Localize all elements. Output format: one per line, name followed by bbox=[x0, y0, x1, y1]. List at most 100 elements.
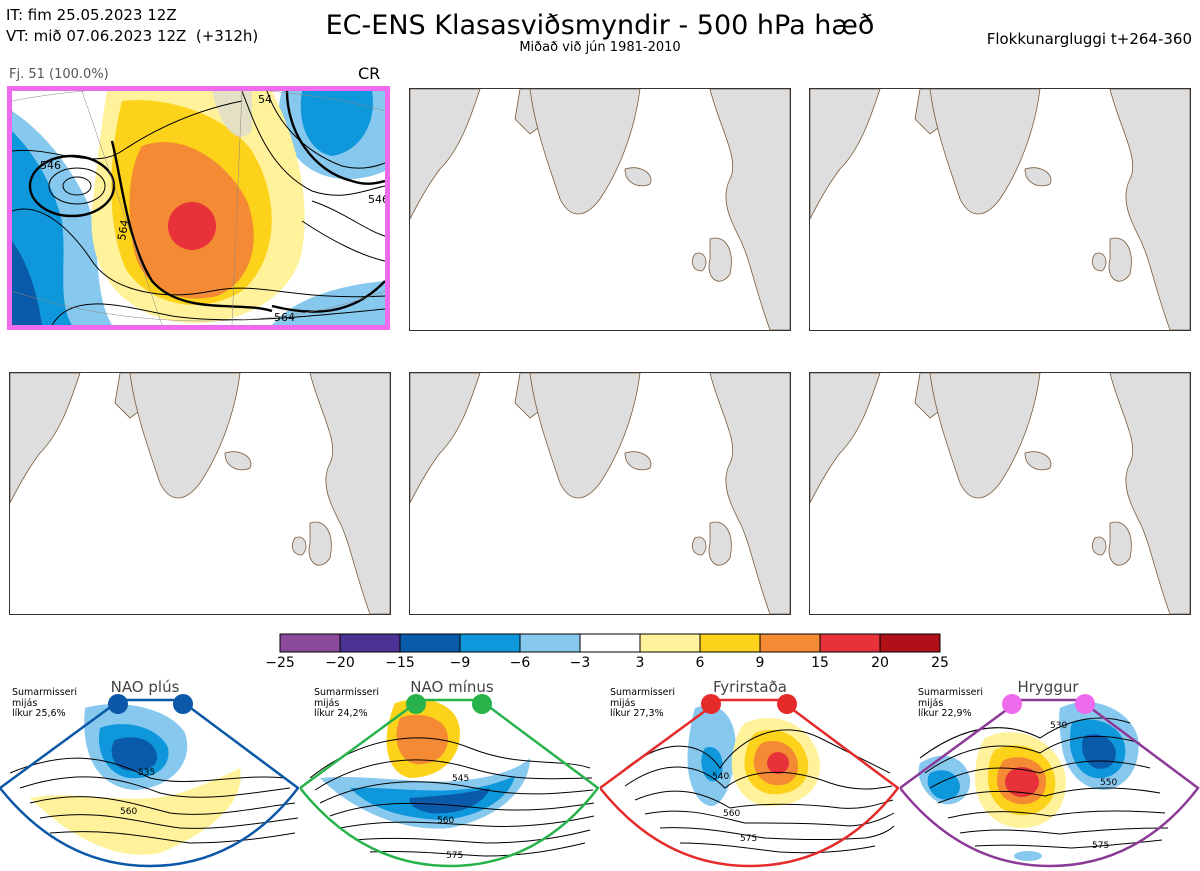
colorbar-tick-label: −9 bbox=[449, 655, 471, 671]
colorbar-cell bbox=[879, 633, 941, 653]
colorbar-cell bbox=[399, 633, 461, 653]
contour-label-1: 546 bbox=[40, 159, 61, 172]
land-greenland bbox=[929, 89, 1041, 215]
regime-dot-1 bbox=[1002, 694, 1022, 714]
anomaly-neg-west-deep bbox=[12, 241, 42, 325]
regime-anomaly-pos-core bbox=[396, 714, 448, 765]
header-times: IT: fim 25.05.2023 12Z VT: mið 07.06.2023… bbox=[6, 5, 258, 47]
regime-anomaly-pos-core bbox=[1005, 767, 1039, 797]
colorbar-tick-label: 25 bbox=[931, 655, 949, 671]
colorbar-tick-label: −15 bbox=[385, 655, 415, 671]
regime-type: mijás bbox=[610, 697, 636, 709]
colorbar-tick-label: −3 bbox=[569, 655, 591, 671]
land-ireland bbox=[691, 252, 707, 272]
land-greenland bbox=[212, 91, 252, 137]
land-ireland bbox=[1091, 252, 1107, 272]
colorbar-tick-label: −25 bbox=[265, 655, 295, 671]
regime-blocking[interactable]: 540 560 575 Fyrirstaða Sumarmisseri mijás… bbox=[600, 678, 900, 871]
colorbar-cell bbox=[639, 633, 701, 653]
land-scandinavia bbox=[1109, 373, 1190, 614]
land-iceland bbox=[224, 451, 252, 471]
land-britain bbox=[708, 521, 732, 566]
colorbar-tick-label: 15 bbox=[811, 655, 829, 671]
land-britain bbox=[1108, 521, 1132, 566]
land-britain bbox=[308, 521, 332, 566]
cluster-map-5-svg bbox=[410, 373, 790, 614]
regime-nao-plus-svg: 535 560 bbox=[0, 694, 300, 868]
regime-anomaly-neg-east-core bbox=[1082, 734, 1116, 769]
regime-frame bbox=[0, 698, 300, 868]
cluster-map-2[interactable] bbox=[409, 88, 791, 331]
land-greenland bbox=[529, 373, 641, 499]
regime-meta: Sumarmisseri mijás líkur 24,2% bbox=[314, 687, 379, 720]
land-canada bbox=[410, 89, 481, 220]
land-scandinavia bbox=[709, 89, 790, 330]
regime-contour-label-3: 575 bbox=[446, 851, 463, 861]
regime-dot-1 bbox=[108, 694, 128, 714]
cluster-map-2-svg bbox=[410, 89, 790, 330]
regime-nao-minus-svg: 545 560 575 bbox=[300, 694, 600, 868]
cluster-map-1[interactable]: 546 564 564 546 54 bbox=[7, 86, 390, 330]
regime-prob: líkur 27,3% bbox=[610, 708, 664, 719]
regime-blocking-svg: 540 560 575 bbox=[600, 694, 900, 868]
cluster-map-6-svg bbox=[810, 373, 1190, 614]
classification-window: Flokkunargluggi t+264-360 bbox=[986, 30, 1192, 48]
regime-type: mijás bbox=[12, 697, 38, 709]
contour-label-5: 54 bbox=[258, 93, 272, 106]
colorbar-tick-label: 20 bbox=[871, 655, 889, 671]
regime-frame bbox=[900, 698, 1200, 868]
regime-nao-minus[interactable]: 545 560 575 NAO mínus Sumarmisseri mijás l… bbox=[300, 678, 600, 871]
colorbar-tick-label: 6 bbox=[695, 655, 705, 671]
regime-dot-1 bbox=[701, 694, 721, 714]
colorbar-svg bbox=[279, 633, 941, 653]
land-canada bbox=[810, 89, 881, 220]
cluster-map-4[interactable] bbox=[9, 372, 391, 615]
land-greenland bbox=[929, 373, 1041, 499]
regime-contour-label-1: 530 bbox=[1050, 721, 1067, 731]
regime-contour-label-2: 550 bbox=[1100, 778, 1117, 788]
regime-type: mijás bbox=[918, 697, 944, 709]
regime-contour-label-1: 535 bbox=[138, 768, 155, 778]
colorbar-cell bbox=[459, 633, 521, 653]
cluster-map-6[interactable] bbox=[809, 372, 1191, 615]
colorbar-cell bbox=[819, 633, 881, 653]
cluster-map-3-svg bbox=[810, 89, 1190, 330]
land-scandinavia bbox=[709, 373, 790, 614]
regime-season: Sumarmisseri bbox=[918, 687, 984, 698]
cluster-map-3[interactable] bbox=[809, 88, 1191, 331]
land-iceland bbox=[1024, 167, 1052, 187]
colorbar bbox=[279, 633, 943, 657]
land-ireland bbox=[691, 536, 707, 556]
colorbar-cell bbox=[759, 633, 821, 653]
land-britain bbox=[708, 237, 732, 282]
regime-contour-label-3: 575 bbox=[1092, 841, 1109, 851]
valid-time: VT: mið 07.06.2023 12Z (+312h) bbox=[6, 27, 259, 45]
regime-contour-label-1: 540 bbox=[712, 772, 729, 782]
regime-dot-1 bbox=[406, 694, 426, 714]
land-scandinavia bbox=[309, 373, 390, 614]
page-title: EC-ENS Klasasviðsmyndir - 500 hPa hæð bbox=[325, 10, 875, 41]
land-greenland bbox=[529, 89, 641, 215]
regime-ridge[interactable]: 530 550 575 Hryggur Sumarmisseri mijás lík… bbox=[900, 678, 1200, 871]
land-scandinavia bbox=[1109, 89, 1190, 330]
regime-title: NAO mínus bbox=[410, 678, 494, 696]
land-canada bbox=[410, 373, 481, 504]
regime-anomaly-pos bbox=[30, 768, 241, 855]
land-britain bbox=[1108, 237, 1132, 282]
regime-anomaly-neg-core bbox=[111, 737, 158, 772]
regime-ridge-svg: 530 550 575 bbox=[900, 694, 1200, 868]
regime-meta: Sumarmisseri mijás líkur 22,9% bbox=[918, 687, 984, 720]
regime-anomaly-neg-south bbox=[1014, 851, 1042, 861]
regime-dot-2 bbox=[777, 694, 797, 714]
land-canada bbox=[810, 373, 881, 504]
cluster-map-4-svg bbox=[10, 373, 390, 614]
land-iceland bbox=[624, 167, 652, 187]
colorbar-cell bbox=[519, 633, 581, 653]
regime-title: Hryggur bbox=[1017, 678, 1079, 696]
colorbar-cell bbox=[579, 633, 641, 653]
regime-season: Sumarmisseri bbox=[610, 687, 676, 698]
regime-nao-plus[interactable]: 535 560 NAO plús Sumarmisseri mijás líkur … bbox=[0, 678, 300, 871]
land-iceland bbox=[624, 451, 652, 471]
cluster-map-5[interactable] bbox=[409, 372, 791, 615]
colorbar-tick-label: 3 bbox=[635, 655, 645, 671]
